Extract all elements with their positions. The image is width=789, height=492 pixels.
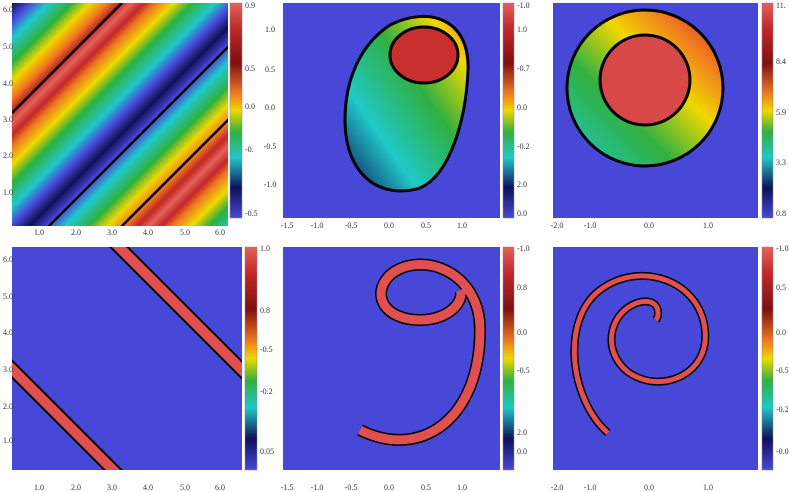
colorbar-label: 1.0	[517, 25, 527, 34]
y-tick-label: 3.0	[3, 115, 13, 124]
x-tick-label: 0.0	[384, 221, 394, 230]
x-tick-label: 4.0	[143, 228, 153, 237]
colorbar	[244, 246, 258, 471]
colorbar-label: -1.0	[517, 1, 530, 10]
x-tick-label: 5.0	[180, 228, 190, 237]
y-tick-label: 1.0	[3, 436, 13, 445]
x-tick-label: 0.0	[644, 221, 654, 230]
colorbar	[502, 246, 515, 471]
colorbar-label: -1.0	[776, 244, 789, 253]
x-tick-label: -1.0	[584, 221, 597, 230]
x-tick-label: -1.5	[281, 221, 294, 230]
colorbar-label: 0.0	[517, 209, 527, 218]
colorbar-label: -0.5	[776, 366, 789, 375]
colorbar-label: -0.0	[776, 447, 789, 456]
colorbar-label: 0.8	[260, 306, 270, 315]
y-tick-label: 0.0	[265, 103, 275, 112]
field-3	[553, 3, 758, 218]
colorbar-label: 3.3	[776, 158, 786, 167]
colorbar-label: -0.2	[776, 405, 789, 414]
colorbar-label: 1.0	[260, 244, 270, 253]
x-tick-label: 1.0	[703, 221, 713, 230]
x-tick-label: -1.0	[584, 483, 597, 492]
colorbar-label: 5.9	[776, 108, 786, 117]
x-tick-label: 2.0	[71, 228, 81, 237]
x-tick-label: 3.0	[107, 483, 117, 492]
field-6	[553, 247, 758, 470]
x-tick-label: 1.0	[457, 221, 467, 230]
y-tick-label: 6.0	[3, 255, 13, 264]
x-tick-label: -0.5	[345, 221, 358, 230]
field-5	[283, 247, 500, 470]
x-tick-label: -1.0	[311, 221, 324, 230]
colorbar-label: 8.4	[776, 57, 786, 66]
y-tick-label: 1.0	[3, 188, 13, 197]
x-tick-label: 0.5	[421, 483, 431, 492]
y-tick-label: -1.0	[264, 180, 277, 189]
colorbar-label: 0.0	[245, 102, 255, 111]
x-tick-label: 0.5	[421, 221, 431, 230]
y-tick-label: 6.0	[3, 5, 13, 14]
x-tick-label: 6.0	[215, 228, 225, 237]
colorbar-label: 0.8	[776, 209, 786, 218]
field-2	[283, 3, 500, 218]
colorbar-label: -0.5	[517, 366, 530, 375]
x-tick-label: 6.0	[215, 483, 225, 492]
colorbar	[502, 2, 515, 219]
colorbar-label: 2.0	[517, 180, 527, 189]
colorbar-label: 0.5	[245, 64, 255, 73]
colorbar-label: -0.5	[260, 345, 273, 354]
x-tick-label: -1.5	[281, 483, 294, 492]
colorbar	[761, 246, 774, 471]
x-tick-label: 3.0	[107, 228, 117, 237]
colorbar-label: -0.2	[260, 387, 273, 396]
colorbar-label: 0.9	[245, 1, 255, 10]
colorbar-label: -0.7	[517, 64, 530, 73]
y-tick-label: 5.0	[3, 42, 13, 51]
y-tick-label: 1.0	[265, 25, 275, 34]
field-4	[12, 247, 242, 470]
y-tick-label: -0.5	[264, 142, 277, 151]
colorbar-label: -0.5	[245, 209, 258, 218]
x-tick-label: 5.0	[180, 483, 190, 492]
x-tick-label: 1.0	[703, 483, 713, 492]
y-tick-label: 4.0	[3, 79, 13, 88]
x-tick-label: 0.0	[384, 483, 394, 492]
x-tick-label: -2.0	[551, 221, 564, 230]
colorbar-label: 0.8	[517, 283, 527, 292]
x-tick-label: 1.0	[34, 483, 44, 492]
colorbar-label: 0.0	[517, 103, 527, 112]
colorbar-label: 0.0	[776, 328, 786, 337]
colorbar-label: -0.2	[517, 142, 530, 151]
x-tick-label: -0.5	[345, 483, 358, 492]
x-tick-label: 4.0	[143, 483, 153, 492]
x-tick-label: -2.0	[551, 483, 564, 492]
y-tick-label: 5.0	[3, 292, 13, 301]
colorbar-label: 0.0	[517, 447, 527, 456]
y-tick-label: 2.0	[3, 151, 13, 160]
colorbar-label: 0.0	[517, 328, 527, 337]
y-tick-label: 2.0	[3, 402, 13, 411]
x-tick-label: 1.0	[34, 228, 44, 237]
y-tick-label: 0.5	[265, 65, 275, 74]
colorbar-label: -0.	[245, 145, 254, 154]
colorbar	[761, 2, 774, 219]
colorbar-label: 11.	[776, 1, 786, 10]
y-tick-label: 3.0	[3, 365, 13, 374]
x-tick-label: -1.0	[311, 483, 324, 492]
colorbar-label: -1.0	[517, 244, 530, 253]
colorbar-label: 2.0	[517, 428, 527, 437]
field-1	[12, 3, 228, 226]
x-tick-label: 1.0	[457, 483, 467, 492]
x-tick-label: 0.0	[644, 483, 654, 492]
y-tick-label: 4.0	[3, 328, 13, 337]
colorbar	[229, 2, 243, 219]
colorbar-label: 0.05	[260, 447, 274, 456]
colorbar-label: 0.5	[776, 283, 786, 292]
x-tick-label: 2.0	[71, 483, 81, 492]
